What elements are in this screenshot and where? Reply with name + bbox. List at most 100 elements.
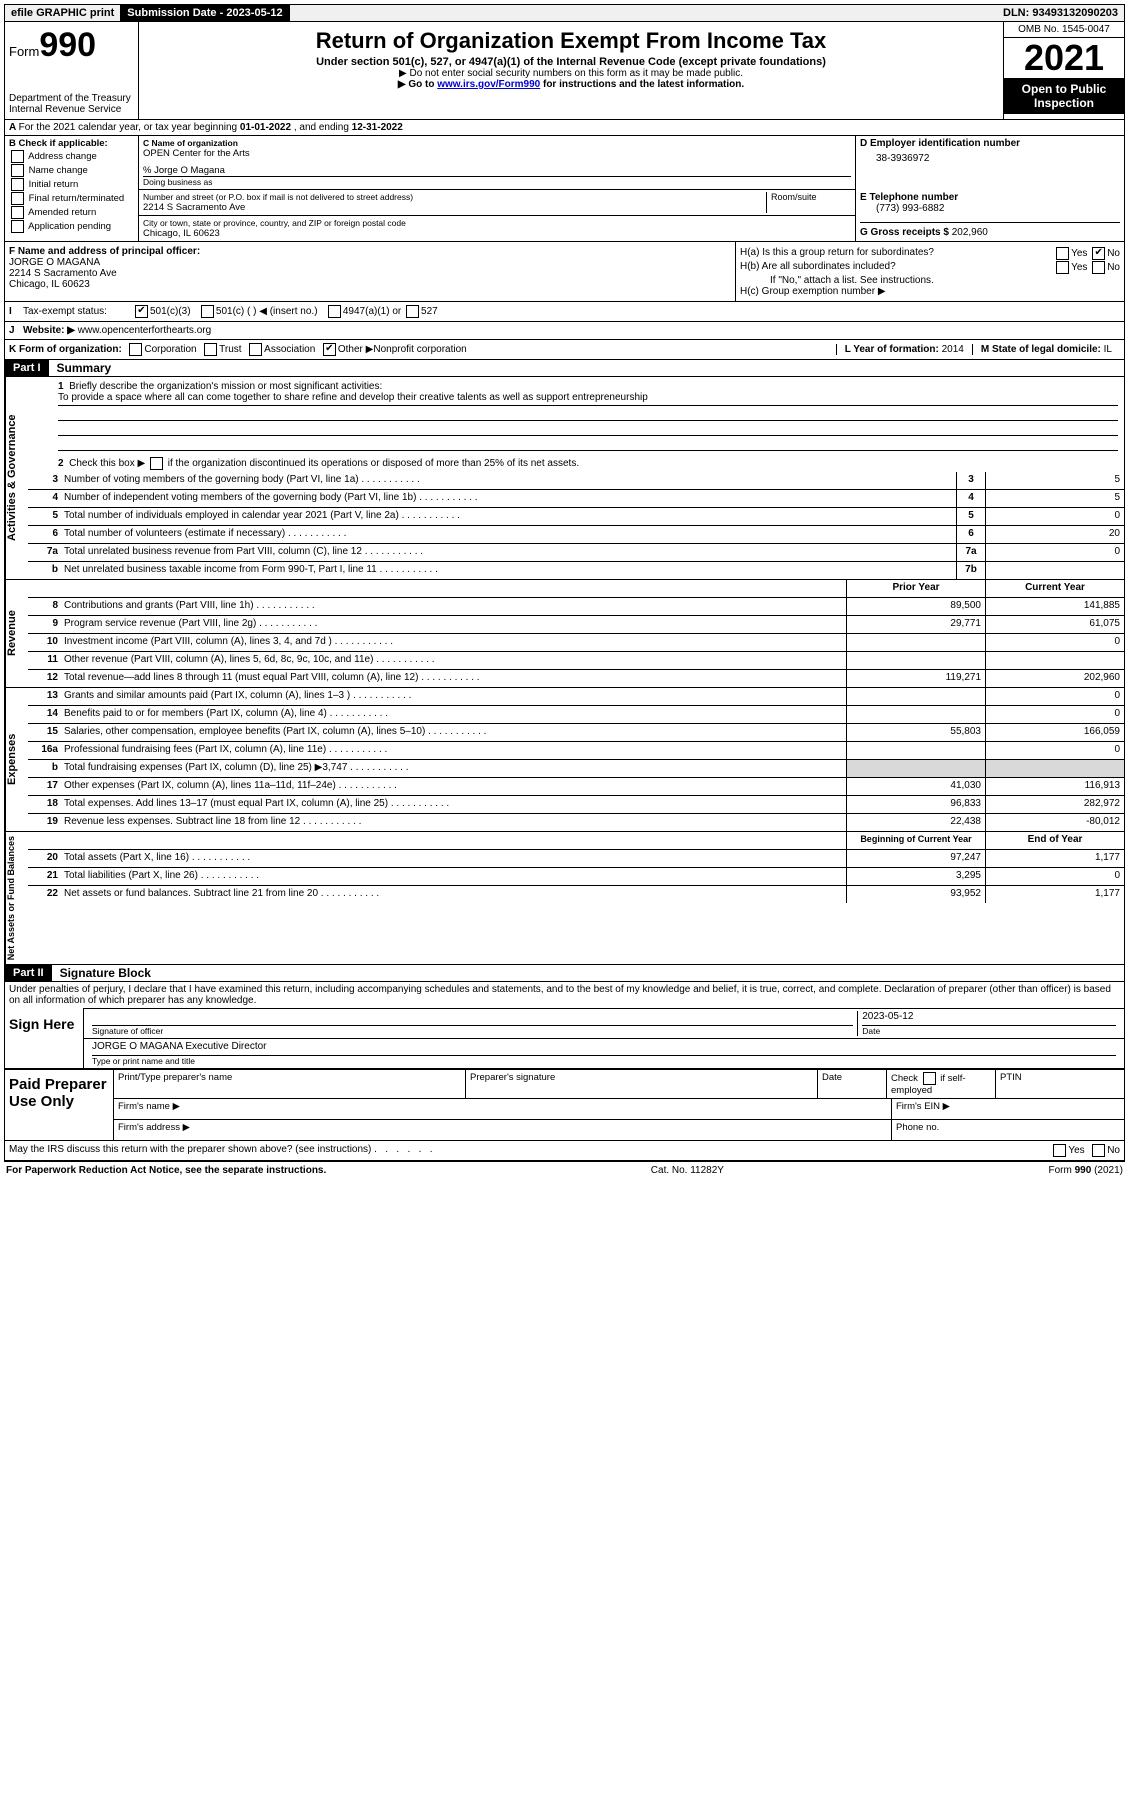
paid-title: Paid Preparer Use Only (5, 1070, 114, 1140)
phone-value: (773) 993-6882 (860, 203, 1120, 214)
li-prior (846, 760, 985, 777)
line-a: A For the 2021 calendar year, or tax yea… (5, 120, 1124, 136)
li-num: 14 (28, 706, 62, 723)
discuss-dots: . . . . . . (371, 1144, 1051, 1157)
k-other-text: Nonprofit corporation (373, 344, 466, 355)
li-prior: 89,500 (846, 598, 985, 615)
li-prior (846, 634, 985, 651)
k-trust[interactable] (204, 343, 217, 356)
opt-pending[interactable]: Application pending (9, 220, 134, 233)
col-current: Current Year (985, 580, 1124, 597)
part2-label: Part II (5, 965, 52, 981)
street-address: 2214 S Sacramento Ave (143, 202, 766, 213)
opt-initial[interactable]: Initial return (9, 178, 134, 191)
discuss-yes[interactable] (1053, 1144, 1066, 1157)
hb-no[interactable] (1092, 261, 1105, 274)
m-val: IL (1104, 344, 1112, 355)
opt-pend-text: Application pending (28, 221, 111, 232)
gov-line-4: 4 Number of independent voting members o… (28, 489, 1124, 507)
net-lines: 20 Total assets (Part X, line 16) 97,247… (28, 849, 1124, 903)
prep-check-pre: Check (891, 1073, 918, 1084)
i-501c[interactable] (201, 305, 214, 318)
li-num: 13 (28, 688, 62, 705)
opt-name-change[interactable]: Name change (9, 164, 134, 177)
prep-name-label: Print/Type preparer's name (114, 1070, 466, 1098)
li-num: b (28, 760, 62, 777)
li-val: 5 (985, 472, 1124, 489)
li-text: Net assets or fund balances. Subtract li… (62, 886, 846, 903)
opt-amend-text: Amended return (28, 207, 96, 218)
section-h: H(a) Is this a group return for subordin… (736, 242, 1124, 301)
j-label: J (9, 325, 23, 336)
perjury-text: Under penalties of perjury, I declare th… (5, 982, 1124, 1008)
li-num: 9 (28, 616, 62, 633)
exp-line-14: 14 Benefits paid to or for members (Part… (28, 705, 1124, 723)
l-val: 2014 (942, 344, 964, 355)
li-num: 5 (28, 508, 62, 525)
col-prior: Prior Year (846, 580, 985, 597)
opt-init-text: Initial return (29, 179, 79, 190)
li-current: 202,960 (985, 670, 1124, 687)
header-mid: Return of Organization Exempt From Incom… (139, 22, 1003, 119)
q2-checkbox[interactable] (150, 457, 163, 470)
section-bcde: B Check if applicable: Address change Na… (5, 136, 1124, 242)
k-assoc[interactable] (249, 343, 262, 356)
form-container: Form990 Department of the Treasury Inter… (4, 22, 1125, 1162)
part1-title: Summary (49, 361, 112, 375)
k-opt3: Other ▶ (338, 344, 373, 355)
i-opt1: 501(c)(3) (150, 306, 191, 317)
k-opt1: Trust (219, 344, 241, 355)
self-employed-checkbox[interactable] (923, 1072, 936, 1085)
li-num: 21 (28, 868, 62, 885)
ha-no[interactable] (1092, 247, 1105, 260)
arrow-icon (398, 79, 408, 90)
opt-addr-text: Address change (28, 151, 97, 162)
opt-amended[interactable]: Amended return (9, 206, 134, 219)
officer-city: Chicago, IL 60623 (9, 279, 731, 290)
addr-label: Number and street (or P.O. box if mail i… (143, 192, 766, 202)
opt-final[interactable]: Final return/terminated (9, 192, 134, 205)
expenses-section: Expenses 13 Grants and similar amounts p… (5, 688, 1124, 832)
section-e: E Telephone number (773) 993-6882 G Gros… (856, 190, 1124, 241)
net-col-begin: Beginning of Current Year (846, 832, 985, 849)
ha-yes[interactable] (1056, 247, 1069, 260)
discuss-row: May the IRS discuss this return with the… (5, 1141, 1124, 1161)
net-col-end: End of Year (985, 832, 1124, 849)
li-val: 0 (985, 508, 1124, 525)
section-b: B Check if applicable: Address change Na… (5, 136, 139, 241)
i-opt4: 527 (421, 306, 438, 317)
side-netassets: Net Assets or Fund Balances (5, 832, 28, 964)
li-text: Net unrelated business taxable income fr… (62, 562, 956, 579)
irs-link[interactable]: www.irs.gov/Form990 (437, 79, 540, 90)
name-label: C Name of organization (143, 138, 851, 148)
li-text: Total unrelated business revenue from Pa… (62, 544, 956, 561)
k-other[interactable] (323, 343, 336, 356)
gov-line-b: b Net unrelated business taxable income … (28, 561, 1124, 579)
rev-line-12: 12 Total revenue—add lines 8 through 11 … (28, 669, 1124, 687)
efile-label[interactable]: efile GRAPHIC print (5, 5, 121, 21)
goto-pre: Go to (408, 79, 437, 90)
k-corp[interactable] (129, 343, 142, 356)
opt-address-change[interactable]: Address change (9, 150, 134, 163)
li-prior: 22,438 (846, 814, 985, 831)
org-name-block: C Name of organization OPEN Center for t… (139, 136, 856, 190)
li-box: 6 (956, 526, 985, 543)
li-current: 0 (985, 706, 1124, 723)
section-j: J Website: ▶ www.opencenterforthearts.or… (5, 322, 1124, 340)
rev-line-11: 11 Other revenue (Part VIII, column (A),… (28, 651, 1124, 669)
section-klm: K Form of organization: Corporation Trus… (5, 340, 1124, 360)
li-current: 141,885 (985, 598, 1124, 615)
sub-date-label: Submission Date - (127, 7, 226, 19)
officer-sig-line[interactable] (92, 1011, 853, 1026)
sig-date-label: Date (862, 1026, 1116, 1036)
li-num: 12 (28, 670, 62, 687)
side-governance: Activities & Governance (5, 377, 28, 579)
hb-yes[interactable] (1056, 261, 1069, 274)
i-527[interactable] (406, 305, 419, 318)
i-4947[interactable] (328, 305, 341, 318)
i-501c3[interactable] (135, 305, 148, 318)
li-text: Other expenses (Part IX, column (A), lin… (62, 778, 846, 795)
rev-line-10: 10 Investment income (Part VIII, column … (28, 633, 1124, 651)
line-a-begin: 01-01-2022 (240, 122, 291, 133)
discuss-no[interactable] (1092, 1144, 1105, 1157)
